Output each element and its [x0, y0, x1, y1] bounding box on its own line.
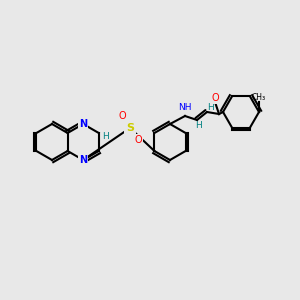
Text: H: H: [195, 121, 201, 130]
Text: CH₃: CH₃: [252, 94, 266, 103]
Text: N: N: [79, 155, 87, 165]
Text: H: H: [103, 132, 109, 141]
Text: NH: NH: [178, 103, 192, 112]
Text: S: S: [126, 123, 134, 133]
Text: O: O: [118, 111, 126, 121]
Text: O: O: [134, 135, 142, 145]
Text: N: N: [79, 119, 87, 129]
Text: O: O: [211, 93, 219, 103]
Text: H: H: [207, 103, 213, 112]
